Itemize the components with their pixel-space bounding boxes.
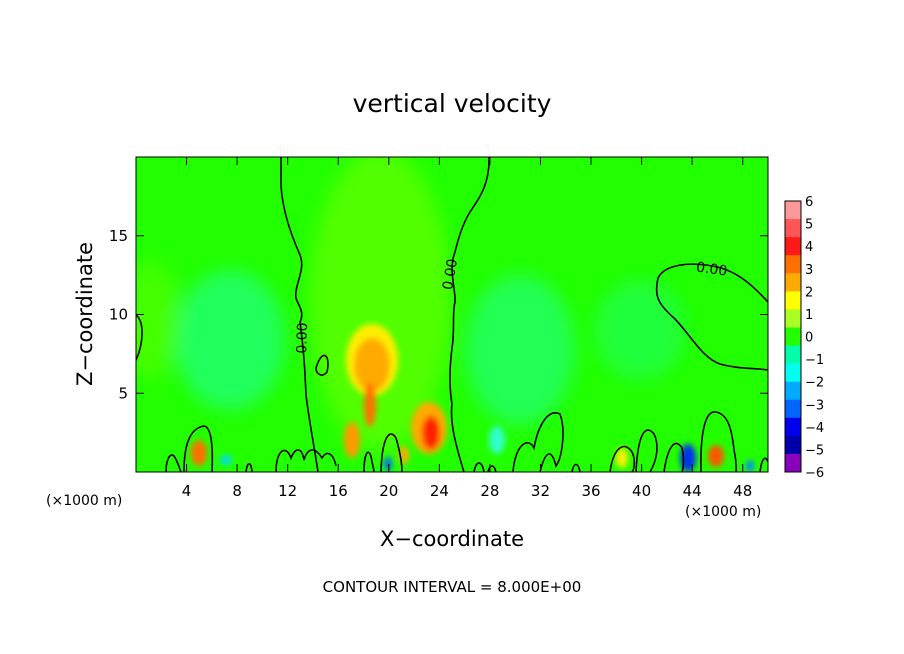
zero-contour-loop-35km [571,463,581,472]
x-axis-title: X−coordinate [380,527,524,551]
zero-contour-loop-2km [165,454,182,472]
zero-contour-wiggle-14km [275,449,337,472]
updraft-cell-46km [708,445,724,467]
colorbar-frame [784,200,802,473]
colorbar-swatch [785,363,801,383]
colorbar-swatch [785,273,801,292]
colorbar-swatch [785,201,801,220]
zero-contour-loop-18km [363,451,375,472]
field-cells [191,324,754,472]
updraft-cell-5km [191,440,207,466]
plot-area: 0.00 0.00 0.00 [135,156,769,473]
zero-contour-loop-20km [380,433,403,472]
colorbar-swatch [785,219,801,238]
zero-contour-loop-49km [759,457,768,472]
colorbar-label: −1 [805,353,824,368]
zero-contour-loop-29km [487,465,497,472]
x-tick-label: 28 [480,482,499,500]
zero-contour-wiggle-8km [245,462,253,472]
colorbar-swatch [785,417,801,437]
weak-updraft-left [136,260,180,380]
weak-updraft-column [310,157,450,450]
zero-contour-loop-4km [183,425,214,472]
zero-contour-loop-41km [635,429,658,472]
zero-contours [136,157,768,472]
y-axis-title: Z−coordinate [73,242,97,386]
zero-contour-left [280,157,319,472]
field-shading [136,157,685,450]
chart-title: vertical velocity [353,89,552,118]
zero-contour-loop-43km [663,442,685,472]
colorbar-label: 1 [805,308,813,323]
downdraft-cell-20km [384,457,392,471]
colorbar-swatch [785,453,801,473]
y-axis: 5 10 15 [109,227,768,402]
colorbar-swatch [785,309,801,328]
weak-downdraft-left [175,270,285,410]
zero-contour-loop-27km [473,462,485,472]
zero-contour-loop-31km [512,412,564,472]
zero-contour-center [449,157,490,472]
colorbar-label: 2 [805,285,813,300]
downdraft-cell-49km [746,460,754,472]
colorbar: 6 5 4 3 2 1 0 −1 −2 −3 −4 −5 −6 [784,195,824,481]
x-tick-label: 40 [632,482,651,500]
x-tick-label: 44 [683,482,702,500]
x-tick-label: 12 [278,482,297,500]
x-tick-label: 24 [430,482,449,500]
x-tick-label: 16 [329,482,348,500]
weak-downdraft-right [465,275,575,425]
x-axis-unit-right: (×1000 m) [685,504,761,520]
zero-contour-left-edge [136,314,143,361]
x-axis-unit-left: (×1000 m) [46,493,122,509]
contour-interval-note: CONTOUR INTERVAL = 8.000E+00 [323,578,582,596]
contour-label: 0.00 [440,258,461,291]
colorbar-swatch [785,255,801,274]
zero-contour-loop-46km [700,411,737,472]
colorbar-swatch [785,327,801,347]
downdraft-cell-9km [220,455,232,465]
colorbar-label: −5 [805,443,824,458]
zero-contour-small-16km [315,354,329,376]
y-tick-label: 10 [109,306,128,324]
zero-contour-closed-right [655,263,768,371]
colorbar-label: −4 [805,421,824,436]
zero-contour-loop-38km [609,445,636,472]
x-tick-label: 20 [379,482,398,500]
colorbar-swatch [785,237,801,256]
x-tick-label: 4 [182,482,192,500]
updraft-cell-38km [616,448,628,468]
weak-downdraft-far-right [595,280,685,380]
colorbar-label: 6 [805,195,813,210]
x-tick-label: 36 [581,482,600,500]
x-tick-label: 8 [232,482,242,500]
colorbar-label: 0 [805,331,813,346]
colorbar-swatch [785,345,801,365]
updraft-cell-17km [344,422,360,458]
updraft-cell-24km [422,416,440,450]
colorbar-label: −6 [805,466,824,481]
colorbar-label: 3 [805,263,813,278]
contour-label: 0.00 [695,259,728,279]
colorbar-swatch [785,399,801,419]
updraft-core-lower [364,383,376,427]
y-tick-label: 15 [109,227,128,245]
colorbar-label: 5 [805,218,813,233]
x-axis: 4 8 12 16 20 24 28 32 36 40 44 48 [182,157,752,500]
updraft-core-upper [354,338,390,392]
colorbar-swatch [785,381,801,401]
colorbar-swatch [785,291,801,310]
contour-label: 0.00 [294,322,311,354]
contour-labels: 0.00 0.00 0.00 [294,258,728,354]
colorbar-label: −2 [805,376,824,391]
x-tick-label: 32 [531,482,550,500]
colorbar-label: −3 [805,398,824,413]
x-tick-label: 48 [733,482,752,500]
colorbar-swatch [785,435,801,455]
y-tick-label: 5 [118,384,128,402]
colorbar-label: 4 [805,240,813,255]
downdraft-cell-31km [489,426,505,454]
